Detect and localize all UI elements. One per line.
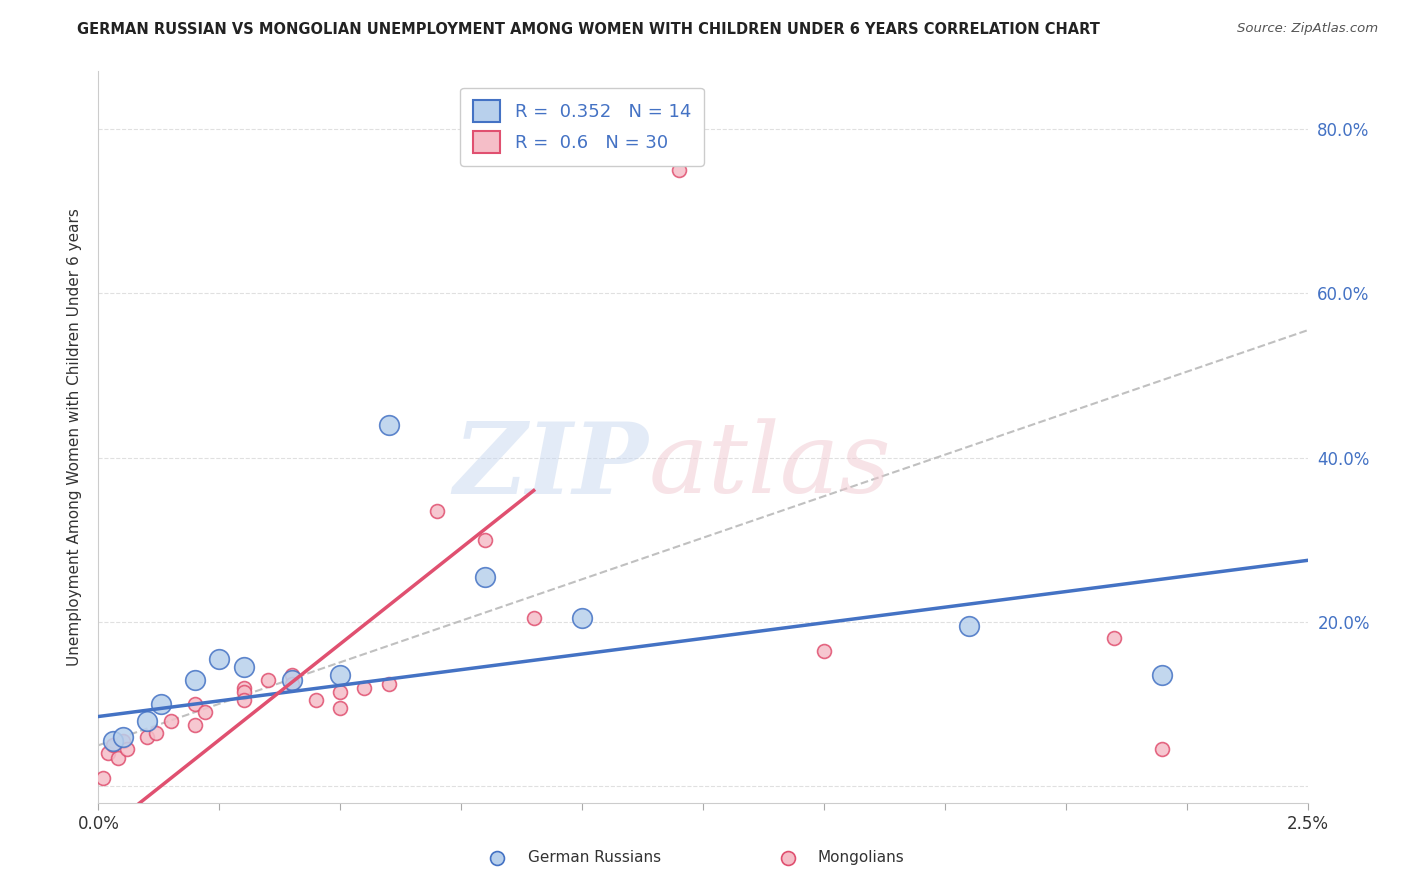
Point [97,747,120,761]
Point [1152,742,1174,756]
Point [329,685,352,699]
Point [1152,668,1174,682]
Point [135,714,157,728]
Point [117,742,139,756]
Point [107,750,129,764]
Point [160,714,183,728]
Point [523,611,546,625]
Text: Source: ZipAtlas.com: Source: ZipAtlas.com [1237,22,1378,36]
Point [111,734,134,748]
Text: atlas: atlas [648,418,891,514]
Point [957,619,980,633]
Legend: R =  0.352   N = 14, R =  0.6   N = 30: R = 0.352 N = 14, R = 0.6 N = 30 [461,87,703,166]
Point [184,697,207,711]
Point [377,676,399,690]
Point [305,693,328,707]
Point [668,163,690,178]
Point [111,730,134,744]
Point [135,730,157,744]
Point [232,685,254,699]
Point [101,739,124,753]
Point [232,660,254,674]
Point [145,726,167,740]
Point [281,676,304,690]
Point [474,570,496,584]
Text: German Russians: German Russians [527,850,661,865]
Text: Mongolians: Mongolians [818,850,904,865]
Point [353,681,375,695]
Point [571,611,593,625]
Point [281,673,304,687]
Point [329,668,352,682]
Point [194,706,217,720]
Point [377,417,399,432]
Text: ZIP: ZIP [454,418,648,515]
Point [329,701,352,715]
Point [150,697,173,711]
Point [101,734,124,748]
Point [281,668,304,682]
Point [184,717,207,731]
Point [256,673,278,687]
Point [232,693,254,707]
Point [474,533,496,547]
Point [1102,632,1125,646]
Point [91,771,114,785]
Point [232,681,254,695]
Y-axis label: Unemployment Among Women with Children Under 6 years: Unemployment Among Women with Children U… [66,208,82,666]
Text: GERMAN RUSSIAN VS MONGOLIAN UNEMPLOYMENT AMONG WOMEN WITH CHILDREN UNDER 6 YEARS: GERMAN RUSSIAN VS MONGOLIAN UNEMPLOYMENT… [77,22,1101,37]
Point [426,504,449,518]
Point [208,652,231,666]
Point [184,673,207,687]
Point [813,644,835,658]
